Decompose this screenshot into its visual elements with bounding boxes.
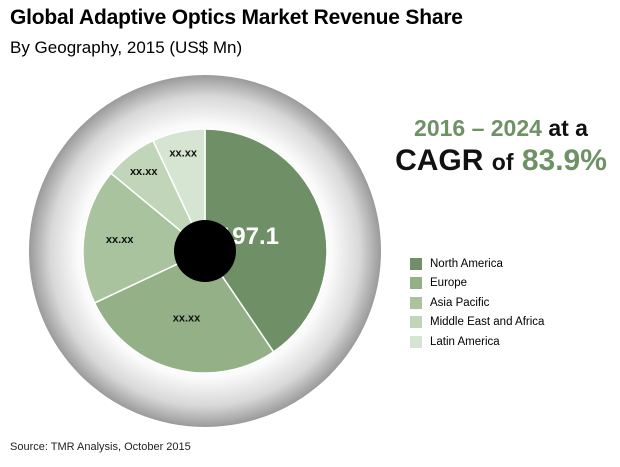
cagr-at-a: at a xyxy=(548,115,588,141)
legend-label: North America xyxy=(430,257,503,270)
pie-slice-asia-pacific xyxy=(82,172,207,304)
legend-label: Asia Pacific xyxy=(430,296,490,309)
legend-swatch xyxy=(410,296,422,309)
legend-label: Europe xyxy=(430,277,468,290)
cagr-word: CAGR xyxy=(395,144,484,177)
legend-item: Latin America xyxy=(410,332,544,352)
data-label-europe: xx.xx xyxy=(173,312,201,324)
cagr-period: 2016 – 2024 xyxy=(414,115,542,141)
cagr-callout: 2016 – 2024 at a CAGR of 83.9% xyxy=(386,113,616,180)
data-label-middle-east-and-africa: xx.xx xyxy=(130,166,158,178)
legend-label: Latin America xyxy=(430,335,500,348)
chart-legend: North America Europe Asia Pacific Middle Ea… xyxy=(410,254,544,352)
legend-item: Middle East and Africa xyxy=(410,313,544,333)
chart-title: Global Adaptive Optics Market Revenue Sh… xyxy=(10,6,463,29)
cagr-value: 83.9% xyxy=(521,144,607,177)
source-note: Source: TMR Analysis, October 2015 xyxy=(10,441,191,453)
legend-label: Middle East and Africa xyxy=(430,316,545,329)
legend-item: Asia Pacific xyxy=(410,293,544,313)
chart-subtitle: By Geography, 2015 (US$ Mn) xyxy=(10,38,243,57)
data-label-latin-america: xx.xx xyxy=(169,147,197,159)
data-label-asia-pacific: xx.xx xyxy=(106,234,134,246)
legend-item: Europe xyxy=(410,274,544,294)
cagr-of: of xyxy=(491,149,514,175)
pie-slice-europe xyxy=(93,250,275,374)
legend-swatch xyxy=(410,277,422,290)
legend-swatch xyxy=(410,257,422,270)
pie-slice-north-america xyxy=(204,128,328,353)
legend-swatch xyxy=(410,335,422,348)
legend-item: North America xyxy=(410,254,544,274)
pie-slice-latin-america xyxy=(152,128,206,252)
center-hole xyxy=(174,220,236,282)
legend-swatch xyxy=(410,316,422,329)
